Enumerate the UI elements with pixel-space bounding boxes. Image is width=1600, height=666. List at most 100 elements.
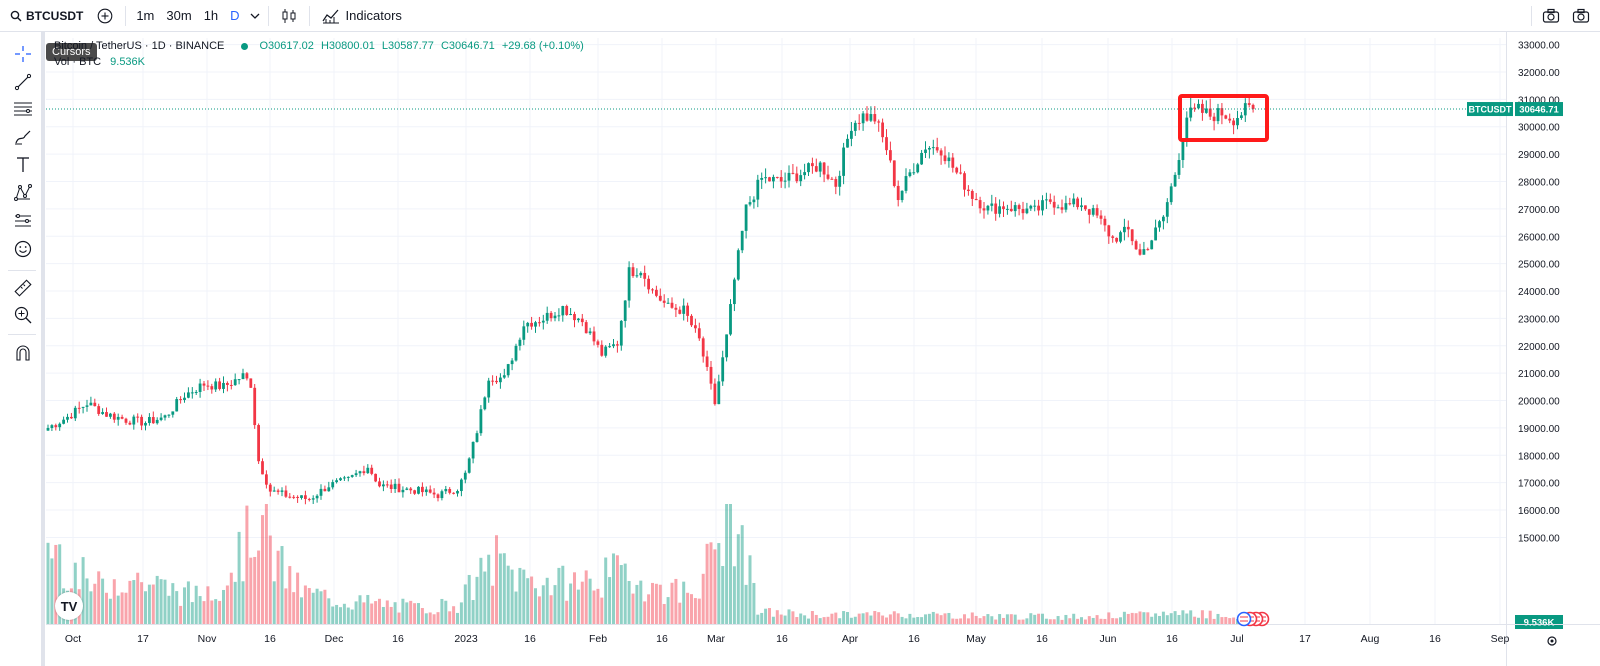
volume-bar — [1041, 613, 1044, 624]
candle — [756, 174, 760, 208]
volume-bar — [615, 555, 619, 624]
volume-bar — [303, 585, 307, 624]
price-tick-label: 24000.00 — [1518, 287, 1560, 298]
emoji-tool[interactable] — [10, 237, 36, 261]
volume-bar — [756, 614, 760, 624]
status-dot — [241, 42, 249, 50]
volume-bar — [452, 606, 456, 624]
candle — [382, 480, 385, 492]
volume-bar — [647, 594, 651, 624]
candle — [171, 411, 175, 418]
measure-tool[interactable] — [10, 276, 36, 300]
volume-bar — [233, 581, 237, 624]
volume-bar — [888, 614, 892, 624]
candle — [226, 381, 229, 392]
toolbar-separator — [1531, 5, 1532, 26]
horizontal-lines-tool[interactable] — [10, 97, 36, 121]
time-tick-label: 16 — [776, 633, 788, 645]
volume-bar — [771, 616, 775, 624]
text-tool[interactable] — [10, 153, 36, 177]
cursor-tool[interactable] — [10, 42, 36, 66]
candle — [343, 475, 346, 481]
candle — [557, 308, 561, 322]
symbol-label: BTCUSDT — [26, 8, 84, 23]
pattern-icon — [14, 184, 32, 201]
symbol-search[interactable]: BTCUSDT — [0, 0, 89, 32]
zoom-tool[interactable] — [10, 303, 36, 327]
candle — [908, 169, 912, 178]
prediction-tool[interactable] — [10, 209, 36, 233]
snapshot-button[interactable] — [1536, 0, 1566, 32]
candle — [549, 310, 553, 322]
candle — [54, 423, 58, 431]
candle — [487, 377, 491, 403]
legend-main-row: Bitcoin / TetherUS · 1D · BINANCE O30617… — [54, 40, 584, 52]
candle — [417, 486, 420, 495]
interval-label: 1m — [136, 8, 155, 23]
interval-1h[interactable]: 1h — [198, 0, 224, 32]
candle — [167, 414, 171, 418]
interval-d[interactable]: D — [224, 0, 245, 32]
snapshot-button-2[interactable] — [1566, 0, 1600, 32]
candle — [1212, 112, 1216, 131]
price-axis[interactable]: 33000.00 32000.00 31000.00 30000.00 29000.00… — [1467, 32, 1563, 666]
candle — [89, 396, 93, 406]
volume-bar — [900, 616, 904, 624]
candle — [885, 129, 888, 155]
search-icon — [10, 10, 22, 21]
volume-bar — [818, 618, 822, 624]
volume-bar — [982, 616, 986, 624]
volume-bar — [639, 580, 643, 624]
volume-bar — [1197, 617, 1200, 624]
volume-bar — [951, 618, 955, 624]
volume-bar — [584, 570, 588, 624]
indicators-button[interactable]: Indicators — [314, 0, 410, 32]
trend-line-tool[interactable] — [10, 70, 36, 94]
candle — [717, 374, 721, 405]
volume-bar — [966, 618, 970, 624]
volume-bar — [1002, 617, 1005, 624]
candle — [304, 490, 307, 505]
event-flags-icon[interactable] — [1236, 611, 1270, 627]
add-circle-icon — [97, 8, 113, 23]
interval-30m[interactable]: 30m — [160, 0, 197, 32]
pattern-tool[interactable] — [10, 181, 36, 205]
volume-bar — [869, 615, 873, 624]
volume-bar — [385, 600, 389, 624]
candle — [631, 262, 635, 278]
time-tick-label: 16 — [656, 633, 668, 645]
candle — [272, 486, 276, 492]
compare-button[interactable] — [89, 0, 121, 32]
candle — [159, 413, 163, 422]
volume-bar — [1158, 615, 1161, 624]
interval-dropdown[interactable] — [246, 0, 264, 32]
interval-1m[interactable]: 1m — [130, 0, 160, 32]
chart-type-button[interactable] — [273, 0, 305, 32]
candle — [436, 493, 440, 502]
volume-bar — [1056, 616, 1060, 624]
volume-bar — [495, 535, 498, 624]
highlight-rect — [1178, 94, 1269, 142]
candle — [452, 492, 455, 495]
candle — [311, 495, 315, 504]
candle — [1052, 195, 1056, 215]
brush-tool[interactable] — [10, 125, 36, 149]
volume-bar — [592, 590, 596, 624]
time-axis[interactable]: Oct 17 Nov 16 Dec 16 2023 16 Feb 16 Mar 16 Apr 16 May 1… — [46, 624, 1600, 646]
tradingview-logo[interactable]: TV — [55, 592, 83, 620]
volume-bar — [319, 591, 323, 624]
magnet-tool[interactable] — [10, 341, 36, 365]
candle — [1173, 172, 1177, 187]
candle — [924, 141, 927, 159]
symbol-description[interactable]: Bitcoin / TetherUS · 1D · BINANCE — [54, 40, 225, 52]
volume-bar — [374, 601, 378, 624]
candle — [522, 320, 526, 346]
candle — [354, 469, 358, 477]
time-tick-label: Feb — [589, 633, 607, 645]
volume-bar — [272, 581, 276, 624]
candle — [596, 339, 600, 348]
candle — [506, 363, 510, 378]
candle — [608, 342, 611, 348]
candle — [1216, 103, 1220, 125]
